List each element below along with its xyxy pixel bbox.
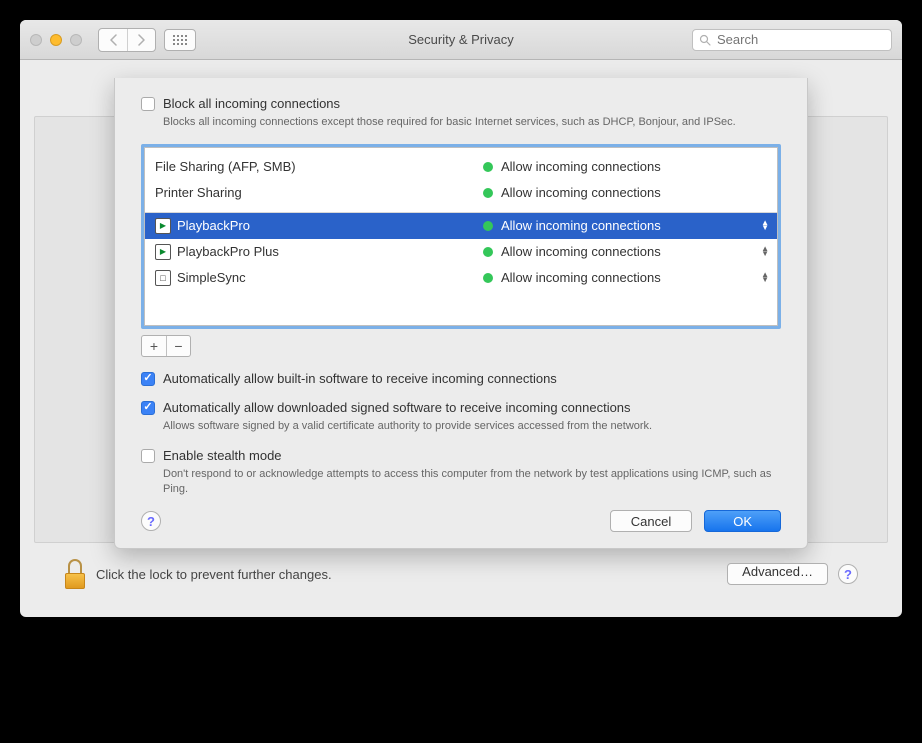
block-all-row: Block all incoming connections	[141, 96, 781, 111]
close-button[interactable]	[30, 34, 42, 46]
bottom-bar: Click the lock to prevent further change…	[44, 549, 878, 599]
app-icon	[155, 218, 171, 234]
service-status: Allow incoming connections	[501, 185, 661, 200]
app-row[interactable]: SimpleSync Allow incoming connections ▲▼	[145, 265, 777, 291]
auto-signed-row: Automatically allow downloaded signed so…	[141, 400, 781, 415]
search-field-wrap[interactable]	[692, 29, 892, 51]
status-dot-icon	[483, 188, 493, 198]
remove-app-button[interactable]: −	[166, 336, 190, 356]
app-name: SimpleSync	[177, 270, 246, 285]
advanced-button[interactable]: Advanced…	[727, 563, 828, 585]
back-button[interactable]	[99, 29, 127, 51]
app-icon	[155, 270, 171, 286]
app-row[interactable]: PlaybackPro Allow incoming connections ▲…	[145, 213, 777, 239]
help-button-main[interactable]: ?	[838, 564, 858, 584]
app-status: Allow incoming connections	[501, 218, 661, 233]
prefs-window: Security & Privacy Block all incoming co…	[20, 20, 902, 617]
traffic-lights	[30, 34, 82, 46]
system-services-section: File Sharing (AFP, SMB) Allow incoming c…	[145, 148, 777, 212]
service-name: File Sharing (AFP, SMB)	[155, 159, 296, 174]
forward-button[interactable]	[127, 29, 155, 51]
block-all-label: Block all incoming connections	[163, 96, 340, 111]
auto-signed-desc: Allows software signed by a valid certif…	[163, 419, 781, 434]
stealth-label: Enable stealth mode	[163, 448, 282, 463]
cancel-button[interactable]: Cancel	[610, 510, 692, 532]
block-all-checkbox[interactable]	[141, 97, 155, 111]
stealth-desc: Don't respond to or acknowledge attempts…	[163, 467, 781, 497]
firewall-options-sheet: Block all incoming connections Blocks al…	[114, 78, 808, 549]
sheet-footer: ? Cancel OK	[141, 510, 781, 532]
window-body: Block all incoming connections Blocks al…	[20, 60, 902, 617]
status-dot-icon	[483, 247, 493, 257]
stealth-row: Enable stealth mode	[141, 448, 781, 463]
lock-text: Click the lock to prevent further change…	[96, 567, 332, 582]
service-name: Printer Sharing	[155, 185, 242, 200]
titlebar: Security & Privacy	[20, 20, 902, 60]
help-button[interactable]: ?	[141, 511, 161, 531]
app-status: Allow incoming connections	[501, 270, 661, 285]
auto-builtin-row: Automatically allow built-in software to…	[141, 371, 781, 386]
status-popup-caret[interactable]: ▲▼	[761, 273, 769, 284]
stealth-checkbox[interactable]	[141, 449, 155, 463]
status-popup-caret[interactable]: ▲▼	[761, 247, 769, 258]
service-row[interactable]: Printer Sharing Allow incoming connectio…	[145, 180, 777, 206]
service-status: Allow incoming connections	[501, 159, 661, 174]
block-all-desc: Blocks all incoming connections except t…	[163, 115, 781, 130]
firewall-app-list[interactable]: File Sharing (AFP, SMB) Allow incoming c…	[141, 144, 781, 329]
service-row[interactable]: File Sharing (AFP, SMB) Allow incoming c…	[145, 154, 777, 180]
lock-icon[interactable]	[62, 559, 88, 589]
app-status: Allow incoming connections	[501, 244, 661, 259]
search-icon	[699, 34, 711, 46]
search-input[interactable]	[715, 31, 885, 48]
ok-button[interactable]: OK	[704, 510, 781, 532]
status-dot-icon	[483, 162, 493, 172]
add-remove-segmented: + −	[141, 335, 191, 357]
auto-builtin-label: Automatically allow built-in software to…	[163, 371, 557, 386]
apps-section: PlaybackPro Allow incoming connections ▲…	[145, 213, 777, 325]
nav-segmented	[98, 28, 156, 52]
app-name: PlaybackPro	[177, 218, 250, 233]
minimize-button[interactable]	[50, 34, 62, 46]
zoom-button[interactable]	[70, 34, 82, 46]
add-app-button[interactable]: +	[142, 336, 166, 356]
status-dot-icon	[483, 273, 493, 283]
app-icon	[155, 244, 171, 260]
app-row[interactable]: PlaybackPro Plus Allow incoming connecti…	[145, 239, 777, 265]
show-all-button[interactable]	[164, 29, 196, 51]
auto-builtin-checkbox[interactable]	[141, 372, 155, 386]
auto-signed-label: Automatically allow downloaded signed so…	[163, 400, 631, 415]
grid-icon	[173, 35, 187, 45]
status-dot-icon	[483, 221, 493, 231]
status-popup-caret[interactable]: ▲▼	[761, 221, 769, 232]
auto-signed-checkbox[interactable]	[141, 401, 155, 415]
app-name: PlaybackPro Plus	[177, 244, 279, 259]
